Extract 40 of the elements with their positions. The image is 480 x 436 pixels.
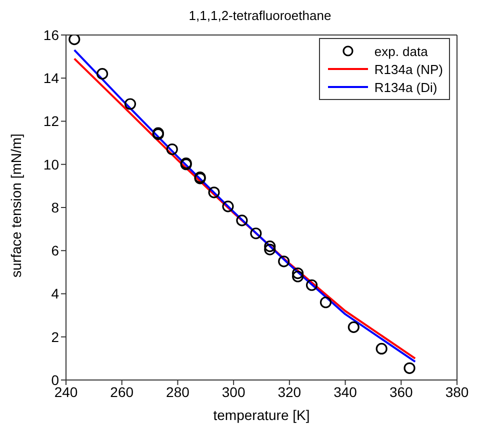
point <box>208 186 220 198</box>
y-tick-label: 14 <box>43 70 60 86</box>
point <box>166 143 178 156</box>
y-tick-label: 8 <box>51 199 60 216</box>
point <box>264 244 276 256</box>
x-tick-label: 300 <box>222 384 246 400</box>
legend-label: R134a (Di) <box>374 80 438 94</box>
y-tick-label: 16 <box>43 26 60 43</box>
point <box>250 228 262 240</box>
point <box>348 321 360 333</box>
y-tick-label: 4 <box>51 286 60 302</box>
point <box>264 240 276 252</box>
point <box>292 267 304 280</box>
x-axis-title: temperature [K] <box>213 407 310 423</box>
x-tick-label: 280 <box>166 384 190 400</box>
point <box>306 279 318 291</box>
point <box>96 68 108 80</box>
y-axis-title: surface tension [mN/m] <box>8 134 24 278</box>
x-tick-label: 260 <box>110 384 134 400</box>
point <box>292 270 304 282</box>
point <box>278 256 290 268</box>
x-tick-label: 360 <box>389 384 414 400</box>
point <box>68 35 80 46</box>
y-tick-label: 0 <box>51 372 60 388</box>
point <box>124 98 136 110</box>
y-tick-label: 10 <box>43 156 60 172</box>
x-tick-label: 380 <box>445 384 469 400</box>
point <box>320 296 332 308</box>
x-tick-label: 320 <box>278 384 302 400</box>
legend-label: exp. data <box>374 44 428 58</box>
point <box>222 200 234 212</box>
point <box>404 362 416 374</box>
point <box>236 214 248 226</box>
point <box>376 342 388 355</box>
legend-label: R134a (NP) <box>374 62 443 76</box>
y-tick-label: 2 <box>51 328 60 345</box>
y-tick-label: 6 <box>51 242 60 259</box>
y-tick-label: 12 <box>43 113 60 130</box>
x-tick-label: 340 <box>334 384 358 400</box>
chart-title: 1,1,1,2-tetrafluoroethane <box>188 8 332 25</box>
